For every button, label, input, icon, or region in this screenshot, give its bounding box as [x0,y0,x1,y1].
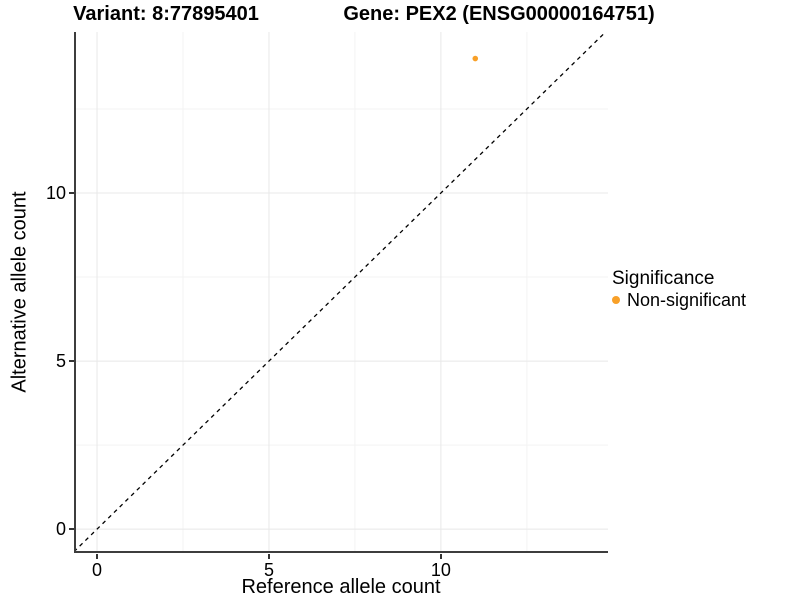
x-tick-label: 0 [92,560,103,580]
y-tick-label: 5 [55,351,66,372]
x-axis-tick [439,554,442,559]
y-tick-label: 0 [55,519,66,540]
legend-item-label: Non-significant [627,289,747,310]
plot-canvas [74,32,608,553]
y-axis-tick [69,360,74,363]
y-axis-title: Alternative allele count [8,191,31,393]
x-tick-label: 5 [263,560,274,580]
legend-item-non-significant: Non-significant [612,290,746,310]
plot-title-gene: Gene: PEX2 (ENSG00000164751) [343,3,655,25]
plot-title-variant: Variant: 8:77895401 [73,3,259,25]
legend-point-icon [612,296,620,304]
legend-title: Significance [612,268,715,289]
y-axis-tick [69,192,74,194]
legend: Significance Non-significant [612,268,746,310]
x-axis-tick [96,554,99,559]
plot-panel [74,32,608,553]
x-tick-label: 10 [430,560,451,580]
x-axis-tick [267,554,270,559]
y-axis-tick [69,528,74,531]
x-axis-title: Reference allele count [241,576,441,598]
y-tick-label: 10 [45,183,66,203]
